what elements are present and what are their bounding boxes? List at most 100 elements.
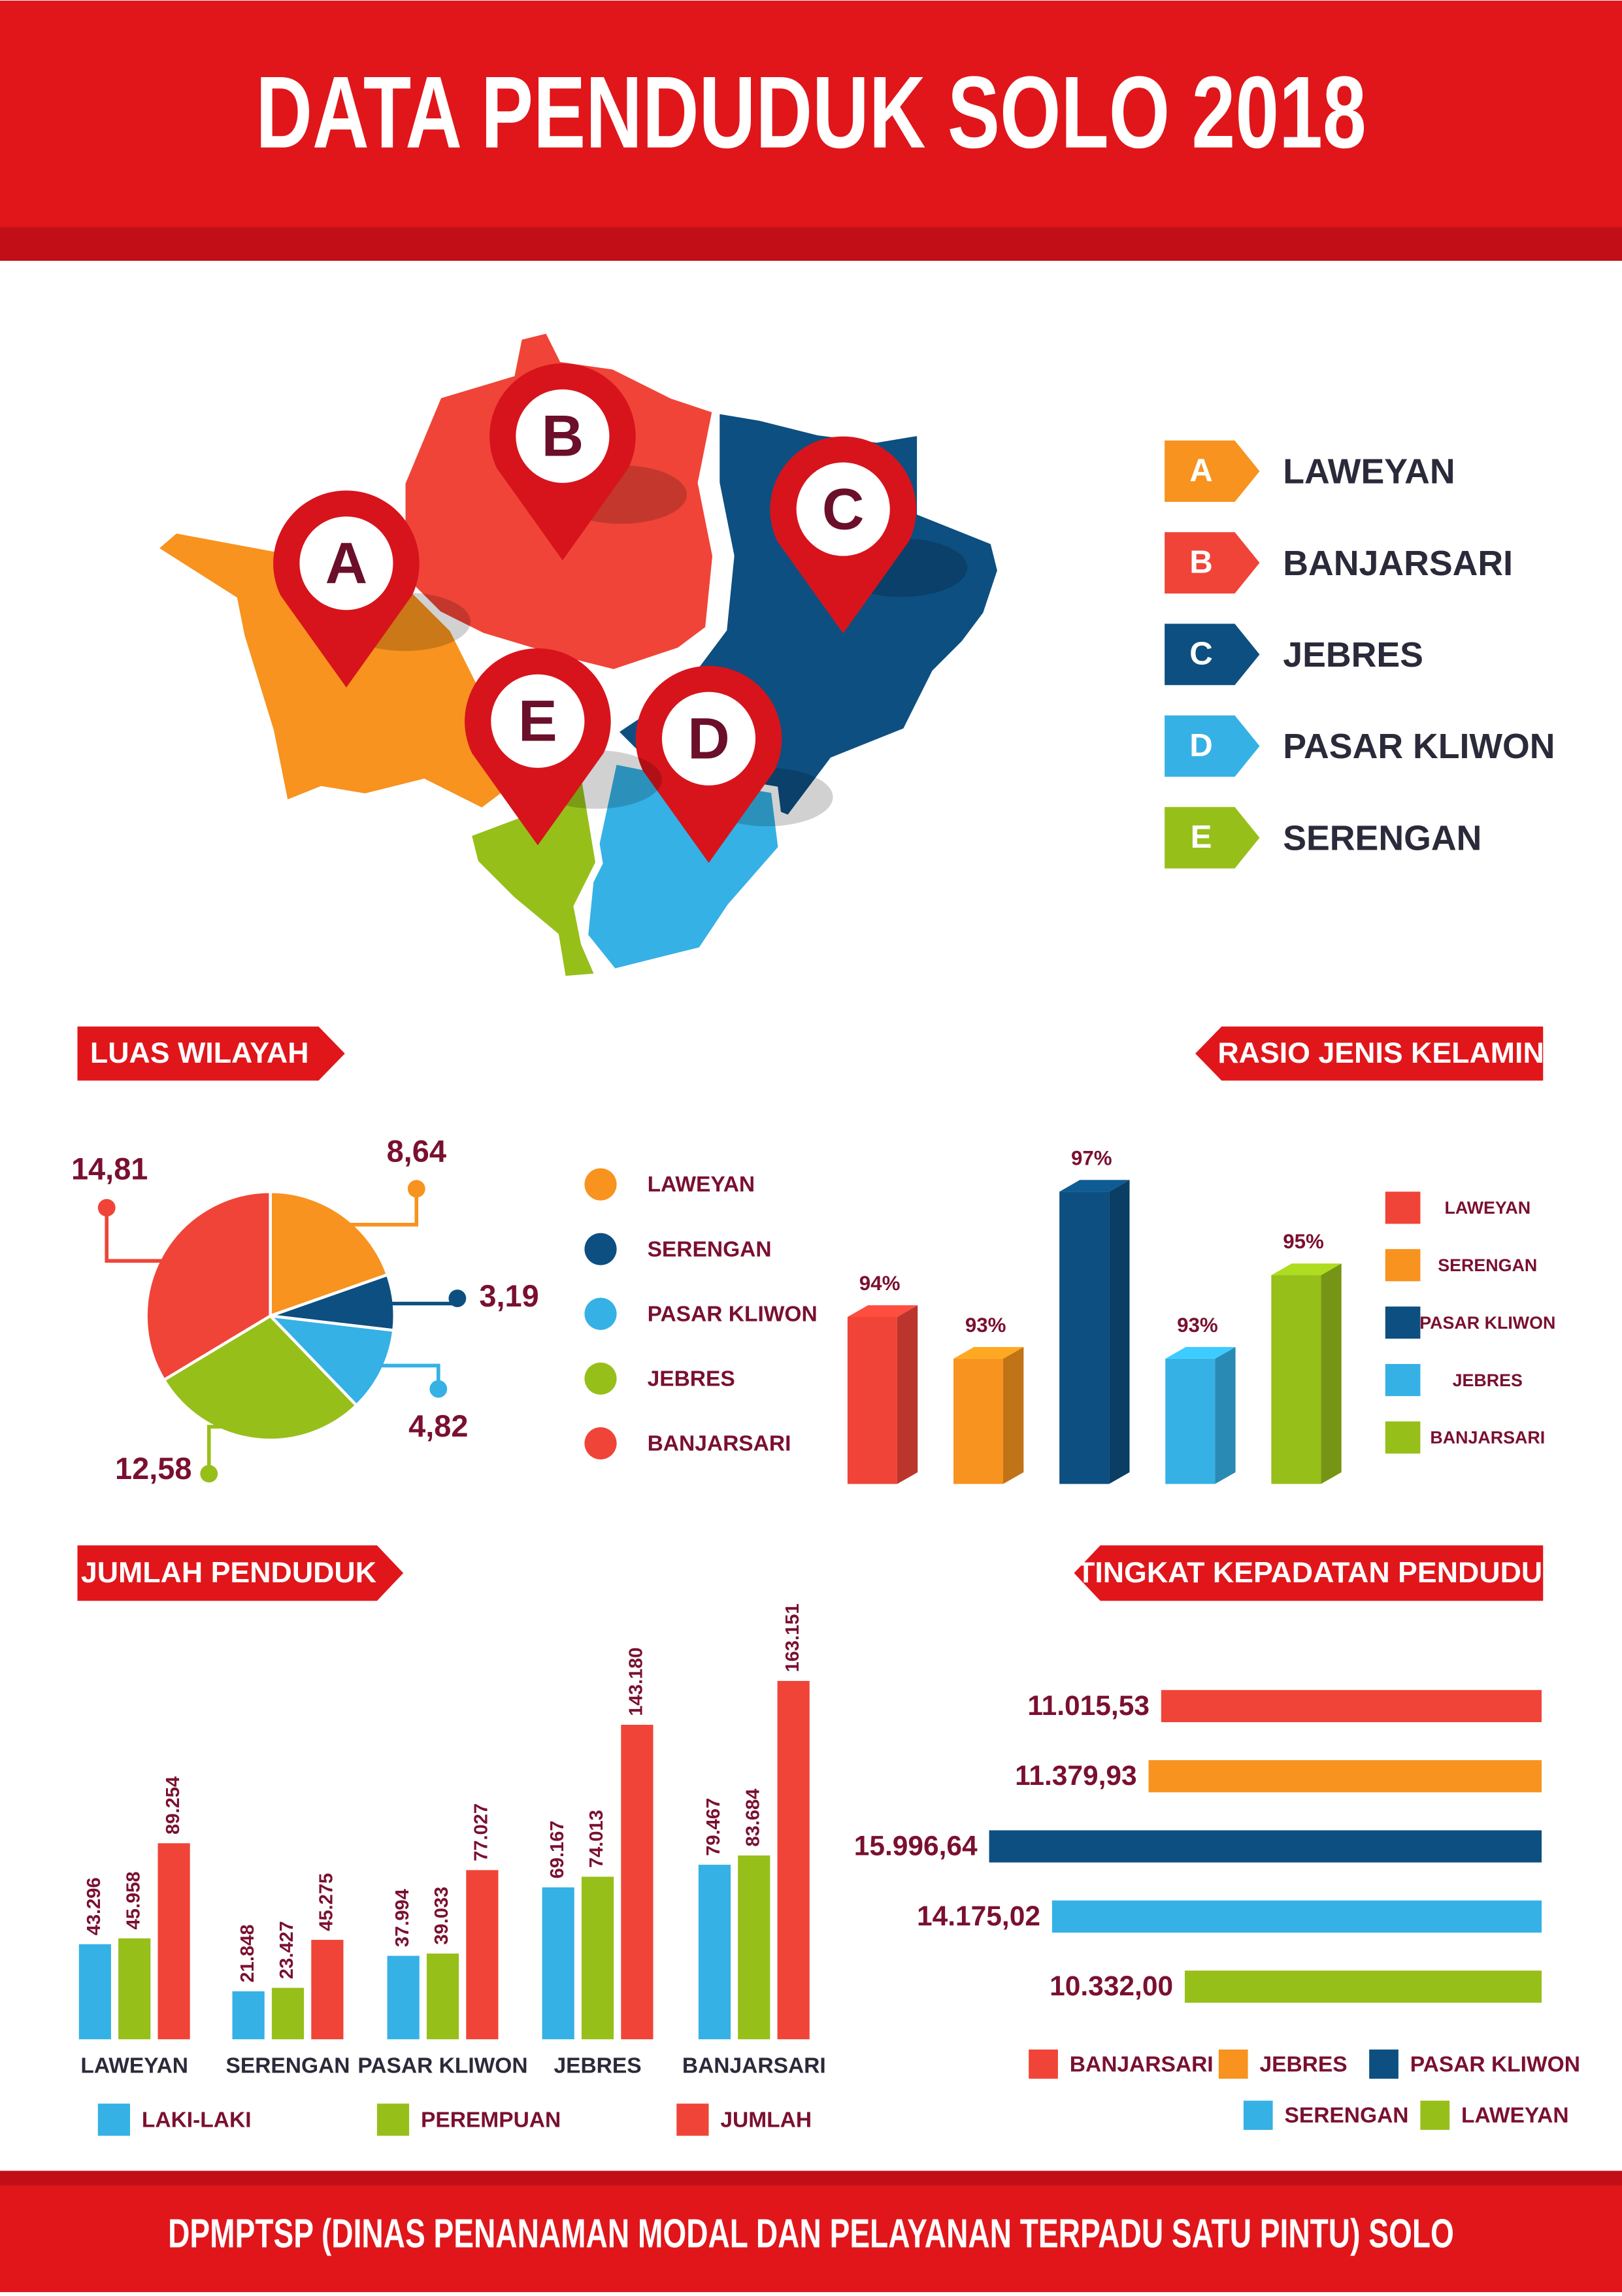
leader-line [207,1425,256,1474]
bar [466,1870,499,2040]
x-tick-label: LAWEYAN [80,2054,188,2078]
legend-label: PEREMPUAN [421,2108,561,2132]
legend-swatch [584,1297,617,1330]
value-label: 12,58 [115,1451,191,1486]
footer-strip [0,2171,1622,2186]
section-ribbon [77,1545,404,1601]
legend-label: JEBRES [1259,2052,1347,2076]
chart-title: JUMLAH PENDUDUK [81,1557,376,1589]
x-tick-label: SERENGAN [225,2054,350,2078]
legend-key: A [1189,452,1213,488]
bar [1165,1358,1216,1484]
bar-top [1165,1346,1236,1359]
legend-tag [1165,532,1260,594]
bar [953,1358,1004,1484]
leader-dot [407,1180,425,1198]
legend-swatch [1385,1421,1421,1454]
pin-center [796,462,890,556]
value-label: 95% [1283,1230,1324,1253]
pin-center [661,691,756,786]
legend-tag [1165,624,1260,686]
value-label: 11.379,93 [1015,1761,1137,1791]
legend-swatch [1385,1363,1421,1397]
legend-label: JEBRES [648,1367,735,1391]
value-label: 15.996,64 [854,1831,978,1862]
legend-swatch [584,1427,617,1459]
legend-swatch [1420,2101,1450,2130]
bar [271,1988,305,2040]
bar [1161,1689,1542,1722]
value-label: 94% [859,1272,901,1295]
leader-dot [429,1380,448,1398]
value-label: 93% [965,1314,1006,1337]
value-label: 14.175,02 [917,1901,1040,1932]
bar [1148,1760,1542,1793]
legend-tag [1165,807,1260,869]
legend-swatch [1029,2049,1058,2079]
value-label: 37.994 [392,1889,413,1947]
legend-tag [1165,440,1260,502]
value-label: 8,64 [387,1134,446,1169]
legend-swatch [1243,2101,1273,2130]
legend-swatch [584,1233,617,1265]
legend-swatch [1369,2049,1399,2079]
leader-dot [200,1465,218,1483]
legend-label: LAWEYAN [1444,1198,1531,1218]
pie-slice [161,1314,359,1442]
chart-title: RASIO JENIS KELAMIN [1217,1037,1544,1069]
value-label: 43.296 [84,1877,105,1935]
value-label: 45.958 [123,1872,144,1930]
legend-swatch [1218,2049,1248,2079]
footer-band [0,2171,1622,2293]
chart-title: LUAS WILAYAH [90,1037,309,1069]
bar-side [1321,1263,1342,1484]
value-label: 21.848 [237,1925,258,1983]
legend-label: SERENGAN [1284,2104,1408,2128]
value-label: 143.180 [626,1648,647,1716]
bar-side [1003,1346,1024,1484]
bar [989,1830,1542,1863]
legend-key: D [1189,727,1213,763]
legend-swatch [676,2103,709,2136]
bar-top [953,1346,1024,1359]
legend-key: B [1189,544,1213,580]
pie-slice [266,1314,395,1408]
bar-top [1271,1263,1342,1276]
legend-label: JEBRES [1453,1371,1523,1390]
bar [698,1865,731,2040]
pin-center [491,674,585,768]
value-label: 89.254 [163,1776,184,1835]
value-label: 3,19 [479,1278,538,1313]
chart-title: TINGKAT KEPADATAN PENDUDUK [1077,1557,1563,1589]
legend-label: PASAR KLIWON [1410,2052,1580,2076]
value-label: 77.027 [471,1803,492,1861]
section-ribbon [1074,1545,1544,1601]
bar [157,1843,190,2040]
bar [426,1954,459,2040]
value-label: 93% [1177,1314,1218,1337]
footer-text: DPMPTSP (DINAS PENANAMAN MODAL DAN PELAY… [168,2211,1454,2257]
bar [387,1955,420,2040]
leader-line [105,1207,173,1263]
legend-label: BANJARSARI [1070,2052,1214,2076]
leader-dot [448,1289,467,1307]
legend-label: SERENGAN [1438,1256,1537,1275]
legend-label: JUMLAH [720,2108,812,2132]
pin-letter: A [325,530,368,595]
bar [118,1938,151,2040]
bar [1059,1191,1110,1484]
value-label: 69.167 [547,1820,568,1878]
bar-top [847,1305,918,1317]
leader-dot [97,1199,116,1217]
bar [542,1887,574,2040]
value-label: 83.684 [742,1789,763,1847]
legend-swatch [584,1362,617,1395]
legend-label: SERENGAN [1283,818,1481,857]
legend-swatch [1385,1249,1421,1282]
page-title: DATA PENDUDUK SOLO 2018 [256,56,1366,170]
legend-label: BANJARSARI [1283,544,1513,583]
header-strip [0,227,1622,261]
bar [78,1944,111,2040]
